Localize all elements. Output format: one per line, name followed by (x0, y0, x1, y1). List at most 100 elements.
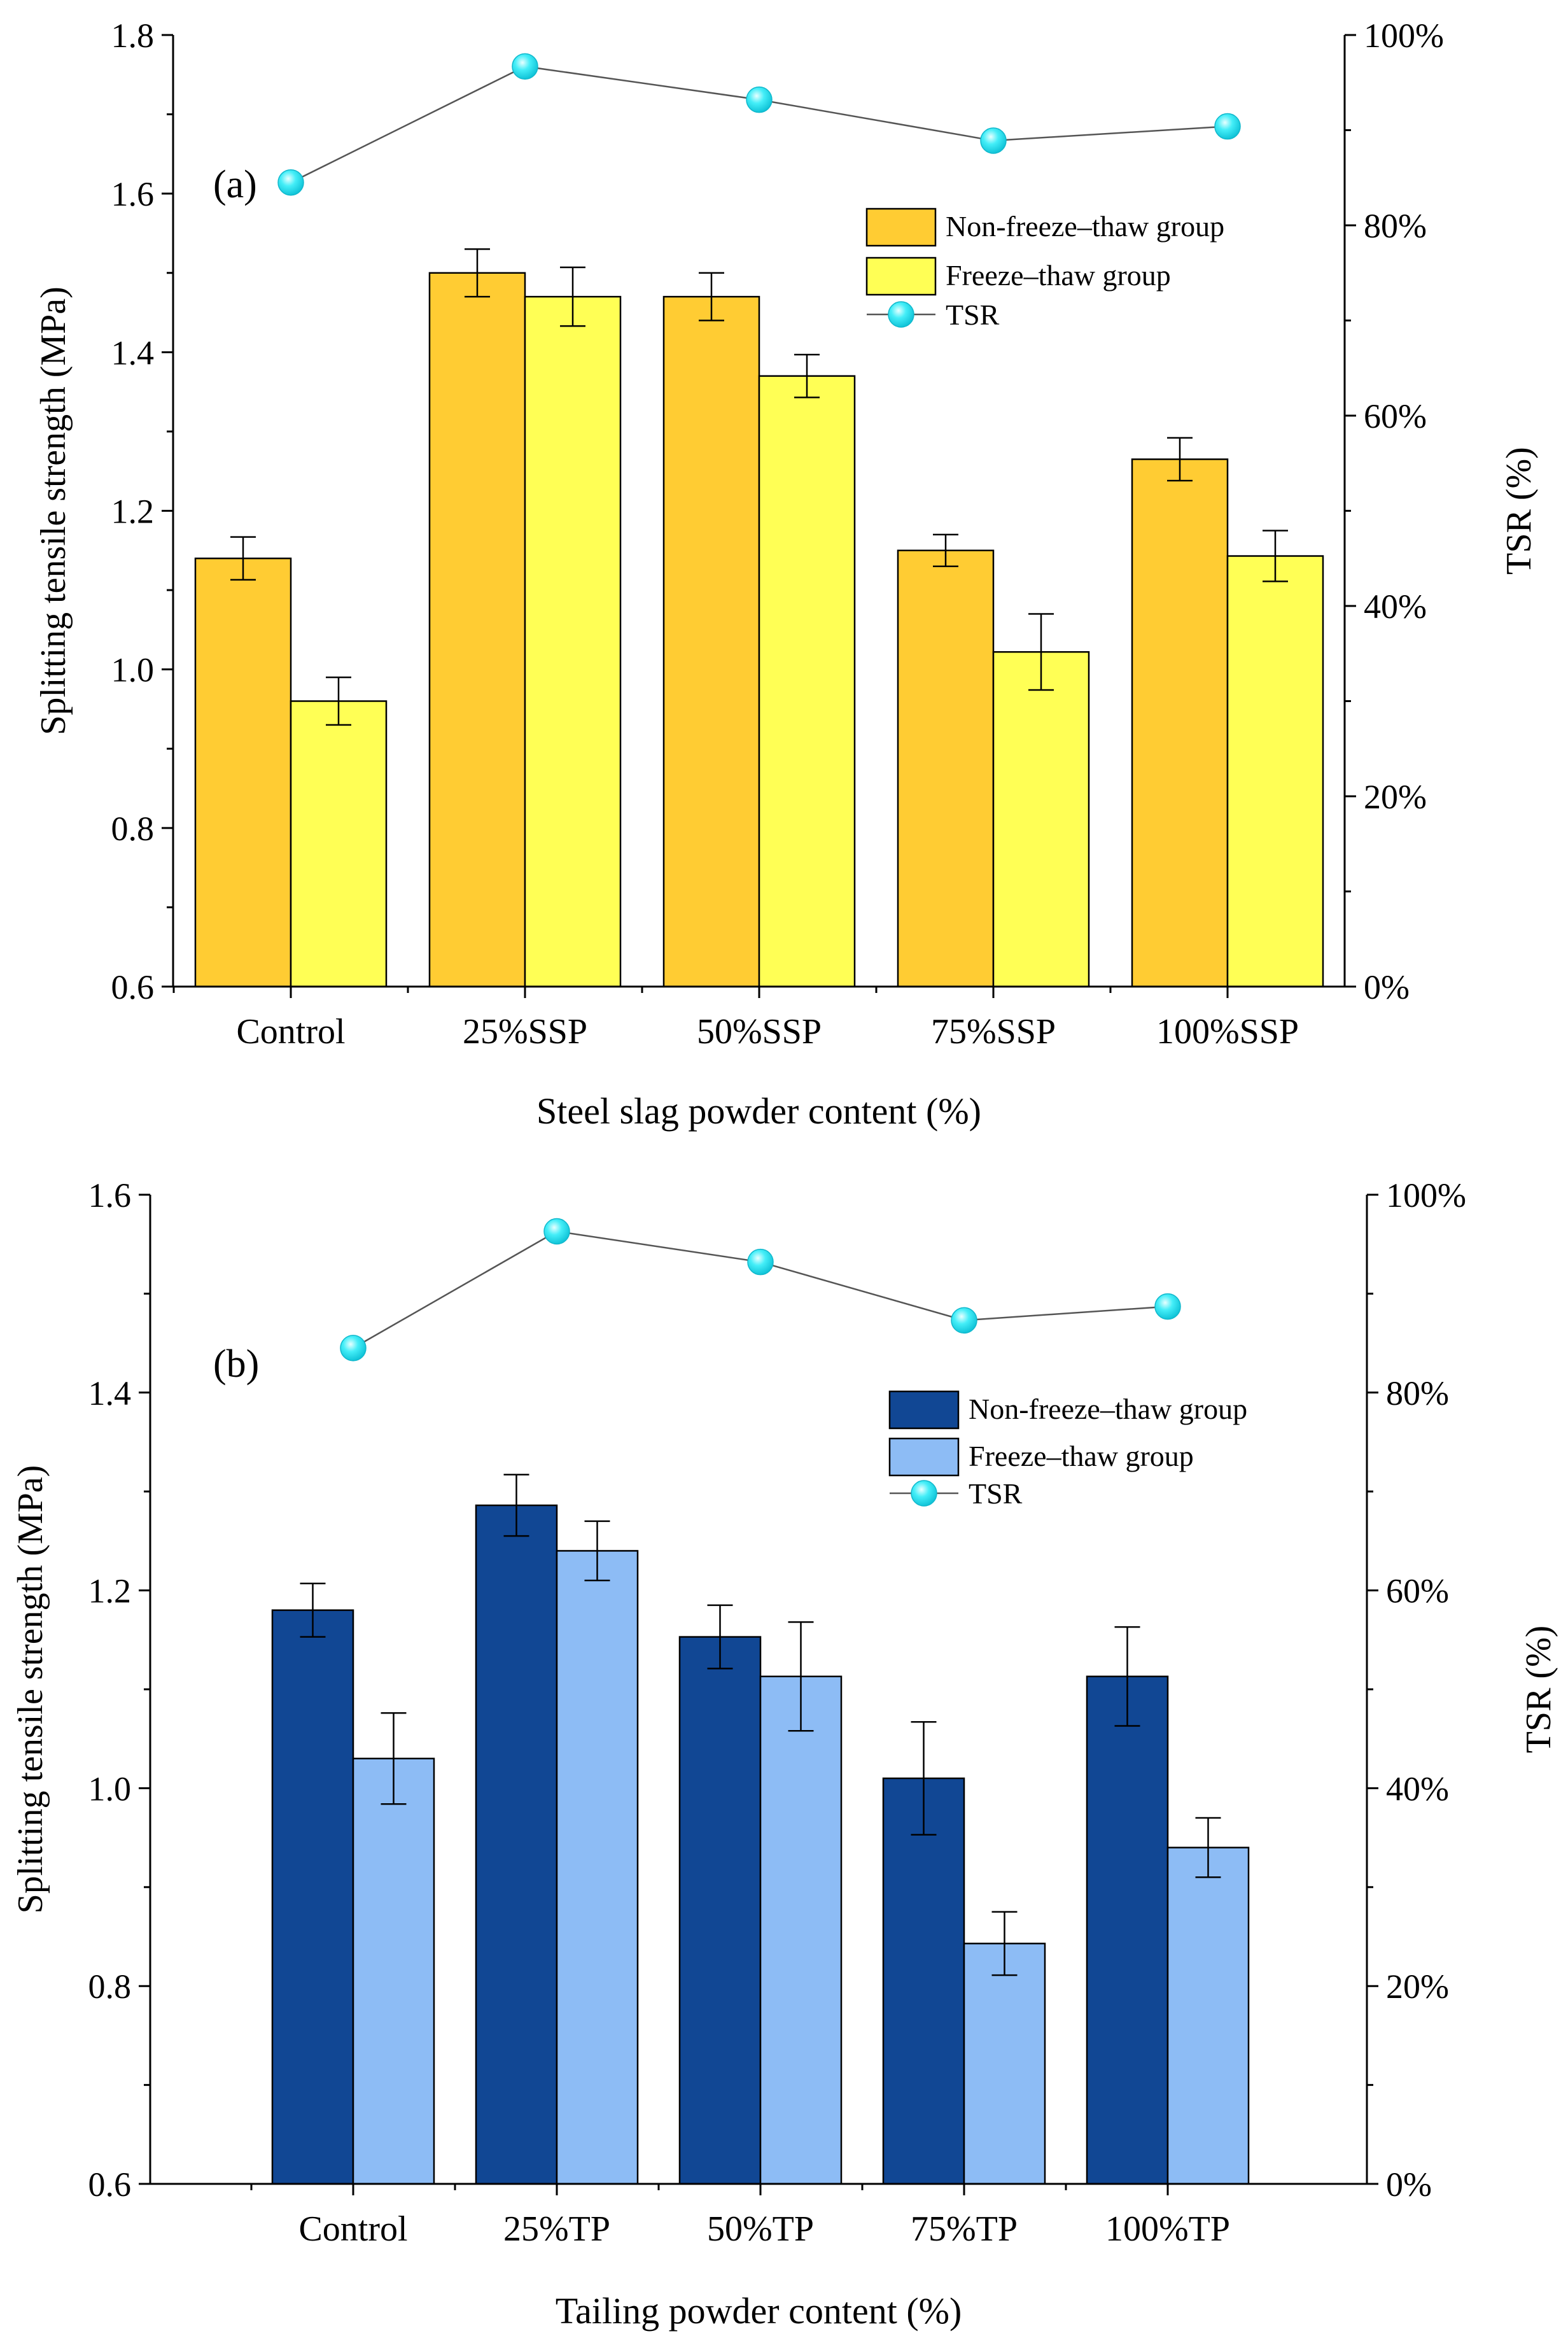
error-bar-non-freeze-2 (707, 1604, 733, 1670)
legend-swatch-tsr (911, 1480, 937, 1507)
chart-panel-b: 0.6 0.8 1.0 1.2 1.4 1.6 0% 20% 40% 60% 80% 100% Cont… (11, 1176, 1558, 2332)
y-axis-title-right: TSR (%) (1499, 447, 1539, 575)
legend: Non-freeze–thaw group Freeze–thaw group TS… (862, 197, 1256, 331)
bar-non-freeze-0 (271, 1609, 354, 2185)
y-tick-label-right: 20% (1364, 778, 1427, 816)
bar-non-freeze-1 (428, 272, 526, 988)
y-tick-label-right: 40% (1364, 588, 1427, 626)
error-bar-non-freeze-2 (699, 272, 724, 321)
tsr-point-2 (747, 1248, 774, 1276)
legend-label-2: TSR (969, 1477, 1023, 1510)
y-tick-label-left: 0.6 (111, 968, 155, 1006)
tsr-point-2 (746, 86, 773, 113)
y-tick-label-right: 100% (1386, 1176, 1466, 1214)
y-tick-label-right: 60% (1386, 1572, 1449, 1610)
x-axis-title: Steel slag powder content (%) (536, 1090, 981, 1132)
error-bar-freeze-2 (794, 353, 820, 398)
y-tick-label-left: 1.4 (111, 334, 155, 372)
bar-freeze-0 (352, 1757, 435, 2185)
bar-non-freeze-1 (475, 1504, 558, 2185)
y-tick-label-right: 0% (1364, 968, 1410, 1006)
bar-freeze-4 (1166, 1847, 1250, 2185)
tsr-point-1 (512, 53, 538, 80)
y-tick-label-left: 1.4 (88, 1374, 132, 1412)
legend-label-1: Freeze–thaw group (969, 1440, 1194, 1472)
error-bar-non-freeze-0 (300, 1582, 326, 1638)
bar-non-freeze-0 (194, 558, 292, 988)
error-bar-non-freeze-4 (1167, 437, 1193, 482)
tsr-point-0 (340, 1335, 367, 1361)
bar-freeze-0 (290, 700, 388, 988)
bar-freeze-1 (524, 295, 622, 988)
y-tick-label-right: 20% (1386, 1967, 1449, 2006)
x-category-label: 100%SSP (1156, 1012, 1299, 1052)
legend-swatch-1 (865, 257, 937, 296)
bar-freeze-2 (758, 375, 856, 988)
error-bar-freeze-3 (991, 1911, 1018, 1976)
bar-freeze-2 (759, 1675, 843, 2185)
y-tick-label-right: 80% (1386, 1374, 1449, 1412)
y-tick-label-left: 1.6 (111, 175, 155, 213)
tsr-point-3 (980, 127, 1007, 154)
x-category-label: Control (298, 2209, 407, 2249)
y-tick-label-right: 40% (1386, 1770, 1449, 1808)
error-bar-non-freeze-3 (911, 1721, 937, 1836)
legend-label-2: TSR (946, 299, 1000, 331)
legend-swatch-0 (888, 1390, 960, 1430)
y-tick-label-right: 100% (1364, 17, 1444, 55)
y-tick-label-right: 80% (1364, 207, 1427, 245)
panel-label: (a) (213, 163, 257, 206)
x-category-label: 25%SSP (463, 1012, 587, 1052)
error-bar-non-freeze-1 (465, 248, 490, 298)
error-bar-freeze-2 (788, 1621, 814, 1732)
y-tick-label-left: 1.2 (111, 493, 155, 531)
y-axis-title-right: TSR (%) (1519, 1626, 1558, 1754)
y-tick-label-right: 0% (1386, 2165, 1432, 2204)
error-bar-non-freeze-0 (230, 536, 256, 581)
y-axis-title-left: Splitting tensile strength (MPa) (11, 1465, 50, 1914)
error-bar-freeze-4 (1263, 530, 1288, 582)
x-category-label: 75%SSP (931, 1012, 1056, 1052)
y-tick-label-left: 1.6 (88, 1176, 132, 1214)
tsr-point-4 (1214, 113, 1241, 140)
legend-swatch-0 (865, 208, 937, 247)
y-tick-label-right: 60% (1364, 397, 1427, 435)
bar-non-freeze-2 (678, 1636, 762, 2185)
tsr-point-0 (277, 169, 304, 196)
error-bar-freeze-1 (560, 266, 585, 327)
y-tick-label-left: 1.0 (111, 651, 155, 689)
chart-panel-a: 0.6 0.8 1.0 1.2 1.4 1.6 1.8 0% 20% 40% 60% 80% 100% C… (34, 17, 1539, 1132)
tsr-line (290, 66, 1228, 183)
legend-label-0: Non-freeze–thaw group (946, 210, 1224, 243)
x-category-label: 75%TP (911, 2209, 1018, 2249)
y-tick-label-left: 1.2 (88, 1572, 132, 1610)
bar-non-freeze-3 (897, 549, 995, 988)
error-bar-freeze-1 (584, 1520, 610, 1582)
y-tick-label-left: 0.8 (88, 1967, 132, 2006)
y-tick-label-left: 0.6 (88, 2165, 132, 2204)
x-category-label: 100%TP (1105, 2209, 1230, 2249)
y-axis-title-left: Splitting tensile strength (MPa) (34, 286, 73, 735)
error-bar-freeze-4 (1195, 1817, 1221, 1878)
legend-swatch-1 (888, 1437, 960, 1477)
x-category-label: 25%TP (503, 2209, 610, 2249)
x-category-label: 50%SSP (697, 1012, 822, 1052)
legend-label-1: Freeze–thaw group (946, 259, 1171, 292)
tsr-point-1 (543, 1218, 570, 1245)
bar-non-freeze-3 (882, 1777, 965, 2185)
error-bar-freeze-0 (381, 1712, 407, 1805)
x-category-label: Control (236, 1012, 345, 1052)
y-tick-label-left: 1.8 (111, 17, 155, 55)
tsr-point-4 (1154, 1293, 1181, 1320)
legend-swatch-tsr (888, 301, 914, 328)
error-bar-non-freeze-3 (933, 533, 958, 567)
y-tick-label-left: 1.0 (88, 1770, 132, 1808)
error-bar-non-freeze-1 (503, 1474, 529, 1537)
error-bar-non-freeze-4 (1114, 1626, 1140, 1727)
panel-label: (b) (213, 1342, 259, 1386)
y-tick-label-left: 0.8 (111, 810, 155, 848)
tsr-point-3 (951, 1307, 977, 1334)
bar-non-freeze-4 (1086, 1675, 1169, 2185)
